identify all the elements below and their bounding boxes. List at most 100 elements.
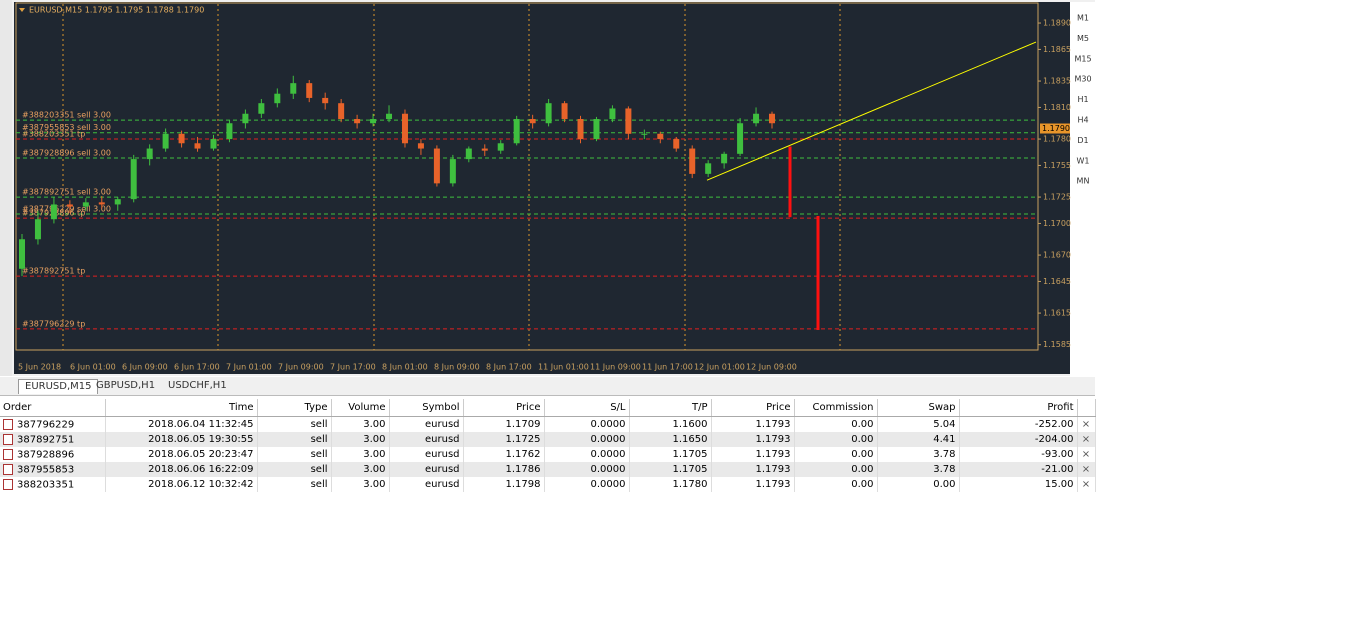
y-tick-label: 1.1755 — [1043, 161, 1071, 170]
cell: 3.00 — [331, 477, 390, 492]
candle-body — [274, 93, 281, 104]
trade-row[interactable]: 387955853 2018.06.06 16:22:09 sell 3.00 euru… — [0, 462, 1096, 477]
candle-body — [82, 202, 89, 207]
x-tick-label: 11 Jun 17:00 — [642, 363, 693, 372]
candle-body — [354, 119, 361, 124]
cell-text: 0.00 — [851, 464, 874, 475]
close-button[interactable]: × — [1077, 416, 1096, 432]
column-header[interactable]: Volume — [331, 399, 390, 417]
order-label: #387796229 sell 3.00 — [22, 204, 111, 213]
cell: 0.00 — [794, 462, 878, 477]
candle-body — [401, 113, 408, 144]
candle-body — [306, 83, 313, 98]
close-button[interactable]: × — [1077, 462, 1096, 477]
column-header[interactable]: T/P — [629, 399, 712, 417]
column-header[interactable]: Swap — [877, 399, 960, 417]
timeframe-button[interactable]: H4 — [1077, 116, 1088, 125]
cell: eurusd — [389, 432, 464, 447]
cell: 0.0000 — [544, 447, 630, 462]
cell-text: 1.1709 — [505, 419, 541, 430]
trade-row[interactable]: 387928896 2018.06.05 20:23:47 sell 3.00 euru… — [0, 447, 1096, 462]
candle-body — [50, 204, 57, 220]
column-header[interactable]: Price — [711, 399, 795, 417]
cell: 1.1786 — [463, 462, 545, 477]
timeframe-button[interactable]: H1 — [1077, 95, 1088, 104]
candle-body — [593, 119, 600, 140]
close-button[interactable]: × — [1077, 477, 1096, 492]
cell-text: 1.1793 — [755, 419, 791, 430]
cell-text: 1.1793 — [755, 449, 791, 460]
cell: 5.04 — [877, 416, 960, 432]
timeframe-panel — [1070, 2, 1095, 376]
column-header[interactable]: Time — [105, 399, 258, 417]
cell-text: 387955853 — [17, 464, 75, 476]
cell: sell — [257, 477, 332, 492]
x-tick-label: 12 Jun 09:00 — [746, 363, 797, 372]
trade-row[interactable]: 387892751 2018.06.05 19:30:55 sell 3.00 euru… — [0, 432, 1096, 447]
timeframe-button[interactable]: M15 — [1074, 54, 1091, 63]
column-header[interactable]: S/L — [544, 399, 630, 417]
cell-text: 3.00 — [363, 419, 386, 430]
price-tag — [1040, 123, 1070, 134]
cell: 15.00 — [959, 477, 1078, 492]
order-icon — [3, 433, 13, 445]
timeframe-button[interactable]: M5 — [1077, 34, 1089, 43]
y-tick-label: 1.1810 — [1043, 103, 1071, 112]
chart-tab[interactable]: EURUSD,M15 — [18, 379, 99, 394]
cell: 3.78 — [877, 447, 960, 462]
cell-text: 1.1762 — [505, 449, 541, 460]
x-tick-label: 8 Jun 17:00 — [486, 363, 532, 372]
chart-tab[interactable]: USDCHF,H1 — [168, 380, 227, 391]
cell-text: 1.1780 — [672, 479, 708, 490]
x-tick-label: 8 Jun 09:00 — [434, 363, 480, 372]
cell: 1.1709 — [463, 416, 545, 432]
cell-text: 15.00 — [1044, 479, 1074, 490]
cell: 0.0000 — [544, 432, 630, 447]
cell-text: 1.1793 — [755, 479, 791, 490]
candle-body — [529, 119, 536, 124]
candle-body — [370, 119, 377, 124]
column-header[interactable]: Symbol — [389, 399, 464, 417]
column-header[interactable]: Commission — [794, 399, 878, 417]
cell: 0.00 — [794, 432, 878, 447]
cell: -21.00 — [959, 462, 1078, 477]
y-tick-label: 1.1670 — [1043, 251, 1071, 260]
order-label: #387796229 tp — [22, 319, 85, 328]
header-spacer — [1077, 399, 1096, 417]
x-tick-label: 11 Jun 01:00 — [538, 363, 589, 372]
x-tick-label: 6 Jun 09:00 — [122, 363, 168, 372]
timeframe-button[interactable]: D1 — [1077, 136, 1088, 145]
trade-row[interactable]: 388203351 2018.06.12 10:32:42 sell 3.00 euru… — [0, 477, 1096, 492]
column-header[interactable]: Order — [0, 399, 106, 417]
y-tick-label: 1.1835 — [1043, 77, 1071, 86]
cell: 0.0000 — [544, 477, 630, 492]
close-button[interactable]: × — [1077, 432, 1096, 447]
trade-row[interactable]: 387796229 2018.06.04 11:32:45 sell 3.00 euru… — [0, 416, 1096, 432]
left-toolbar — [0, 0, 12, 376]
cell-text: 1.1705 — [672, 464, 708, 475]
timeframe-button[interactable]: MN — [1077, 177, 1090, 186]
close-button[interactable]: × — [1077, 447, 1096, 462]
cell: sell — [257, 432, 332, 447]
column-header[interactable]: Price — [463, 399, 545, 417]
candle-body — [178, 133, 185, 144]
timeframe-button[interactable]: M1 — [1077, 14, 1089, 23]
cell: 1.1705 — [629, 447, 712, 462]
candle-body — [130, 159, 137, 200]
column-header[interactable]: Type — [257, 399, 332, 417]
cell-text: 1.1650 — [672, 434, 708, 445]
cell-text: eurusd — [425, 434, 460, 445]
order-label: #388203351 sell 3.00 — [22, 111, 111, 120]
cell-text: 1.1600 — [672, 419, 708, 430]
x-tick-label: 7 Jun 01:00 — [226, 363, 272, 372]
chart-tab[interactable]: GBPUSD,H1 — [96, 380, 156, 391]
candle-body — [449, 159, 456, 184]
timeframe-button[interactable]: W1 — [1077, 156, 1090, 165]
cell-text: 1.1793 — [755, 464, 791, 475]
candle-body — [721, 153, 728, 164]
column-header[interactable]: Profit — [959, 399, 1078, 417]
cell: 2018.06.06 16:22:09 — [105, 462, 258, 477]
timeframe-button[interactable]: M30 — [1074, 75, 1091, 84]
cell: 0.0000 — [544, 416, 630, 432]
cell-text: eurusd — [425, 419, 460, 430]
